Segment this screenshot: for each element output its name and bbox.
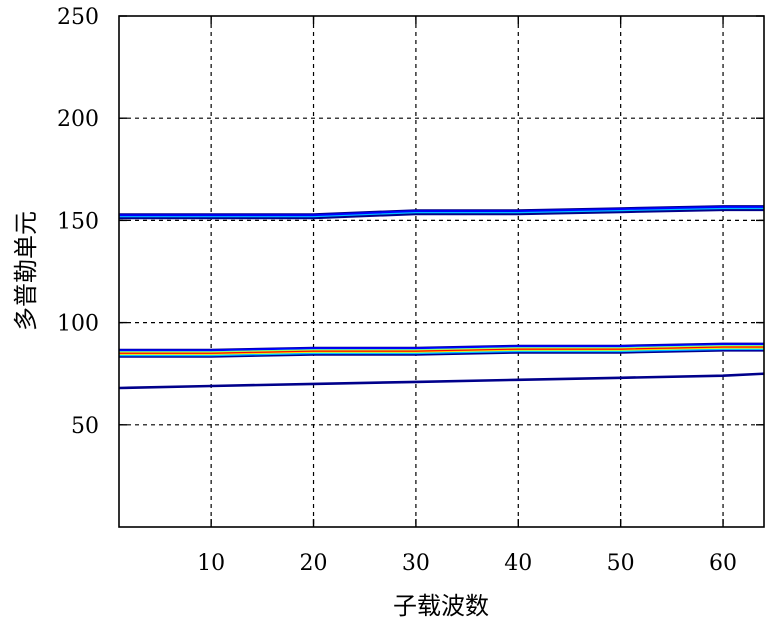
x-tick-label: 20 [300, 551, 328, 576]
ridge-2-band-0 [118, 372, 765, 390]
y-tick-label: 150 [57, 209, 99, 234]
ridge-0-band-1 [119, 206, 764, 218]
ridge-2 [118, 372, 765, 390]
x-tick-label: 30 [402, 551, 430, 576]
heatmap-ridges [118, 205, 765, 390]
x-tick-label: 10 [197, 551, 225, 576]
ridge-0-band-2 [119, 207, 764, 218]
y-tick-label: 50 [71, 414, 99, 439]
y-tick-label: 250 [57, 5, 99, 30]
plot-background [119, 16, 764, 527]
y-axis-title: 多普勒单元 [12, 211, 40, 331]
y-tick-label: 200 [57, 107, 99, 132]
x-tick-label: 60 [709, 551, 737, 576]
ridge-0 [119, 205, 764, 220]
x-axis-title: 子载波数 [393, 592, 489, 620]
y-tick-label: 100 [57, 312, 99, 337]
x-tick-label: 40 [504, 551, 532, 576]
y-axis-ticks: 50 100 150 200 250 [57, 5, 764, 439]
ridge-1-band-6 [119, 346, 764, 354]
x-axis-ticks: 10 20 30 40 50 60 [197, 16, 737, 576]
plot-frame [118, 15, 765, 528]
grid [119, 16, 764, 527]
ridge-1 [119, 342, 764, 358]
x-tick-label: 50 [607, 551, 635, 576]
